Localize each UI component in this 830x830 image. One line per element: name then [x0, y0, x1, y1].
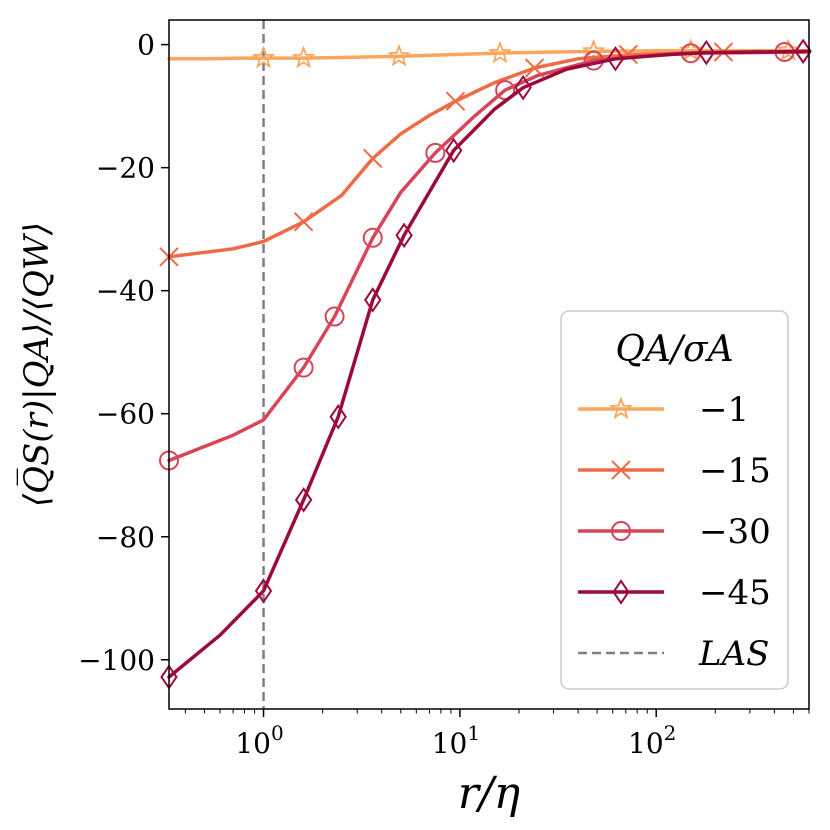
axes-layer: 0 −20 −40 −60 −80 −100 100 101 102 r/η ⟨Q̅S(r)|QA⟩…	[16, 19, 810, 819]
series-3-point	[444, 137, 463, 164]
legend-label-1: −15	[699, 451, 771, 491]
y-tick-label: −20	[96, 152, 155, 185]
legend: QA/σA −1 −15 −30 −45 LAS	[560, 310, 789, 690]
y-tick-label: −100	[78, 644, 155, 677]
series-3-point	[254, 578, 273, 604]
series-3-point	[395, 222, 413, 249]
series-0-point	[487, 40, 512, 64]
series-3-point	[606, 45, 625, 72]
y-tick-label: −60	[96, 398, 155, 431]
axes-frame	[168, 19, 810, 710]
x-axis-title: r/η	[458, 768, 520, 819]
series-0-point	[776, 38, 801, 61]
series-1-point	[363, 148, 383, 169]
legend-marker-3	[612, 579, 630, 605]
y-tick-label: 0	[137, 29, 155, 62]
legend-marker-2	[611, 521, 631, 541]
series-3-point	[294, 487, 313, 513]
series-0-point	[387, 43, 412, 67]
series-line-0	[167, 49, 811, 61]
y-tick-label: −80	[96, 521, 155, 554]
x-tick-label: 100	[235, 721, 283, 760]
y-tick-label: −40	[96, 275, 155, 308]
series-0-point	[251, 45, 276, 69]
series-line-1	[167, 49, 811, 259]
legend-marker-0	[609, 396, 633, 420]
legend-label-2: −30	[699, 512, 771, 552]
series-3-point	[329, 404, 347, 430]
x-tick-label: 101	[432, 721, 480, 760]
x-tick-label: 102	[628, 721, 676, 760]
series-3-point	[794, 38, 812, 65]
series-1-point	[445, 91, 466, 111]
legend-marker-1	[611, 460, 631, 480]
series-2-point	[425, 142, 446, 163]
series-2-point	[324, 306, 345, 327]
series-3-point	[697, 39, 716, 66]
legend-label-0: −1	[699, 390, 749, 430]
series-2-point	[293, 357, 314, 378]
series-2-point	[362, 227, 383, 248]
series-0-point	[291, 45, 316, 69]
series-0-point	[581, 38, 606, 62]
legend-title: QA/σA	[615, 329, 733, 370]
y-axis-title: ⟨Q̅S(r)|QA⟩/⟨QW⟩	[16, 222, 57, 507]
series-3-point	[364, 287, 382, 313]
series-line-3	[167, 49, 811, 679]
series-3-point	[514, 74, 532, 101]
legend-label-las: LAS	[698, 634, 769, 674]
legend-label-3: −45	[699, 573, 771, 613]
series-1-point	[293, 212, 314, 232]
plot-layer	[159, 20, 812, 709]
